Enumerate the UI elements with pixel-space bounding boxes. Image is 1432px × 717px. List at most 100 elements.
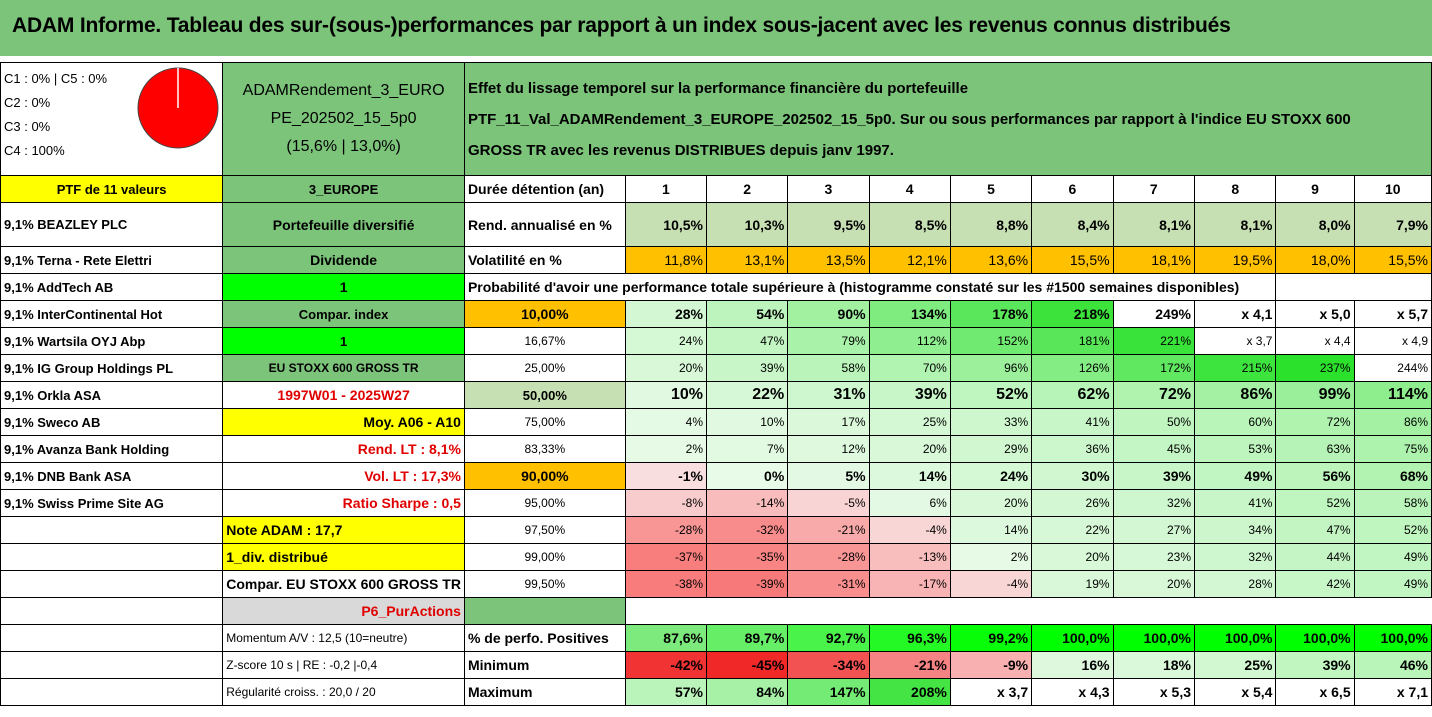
portfolio-id-line: (15,6% | 13,0%)	[286, 138, 401, 155]
empty-cell	[625, 598, 1431, 625]
table-row: Note ADAM : 17,7 97,50% -28% -32% -21% -4% 14%…	[0, 516, 1432, 544]
probability-value: 2%	[949, 543, 1033, 571]
probability-value: -1%	[624, 462, 708, 490]
rend-value: 8,0%	[1275, 202, 1355, 247]
holding-item: 9,1% AddTech AB	[0, 273, 224, 301]
rend-value: 7,9%	[1353, 202, 1432, 247]
probability-value: 181%	[1031, 327, 1114, 355]
portfolio-id-line: ADAMRendement_3_EURO	[242, 82, 445, 99]
probability-value: -8%	[624, 489, 708, 517]
probability-value: 19%	[1031, 570, 1114, 598]
probability-value: 28%	[624, 300, 708, 328]
probability-value: 47%	[705, 327, 789, 355]
probability-value: 17%	[787, 408, 870, 436]
vol-value: 15,5%	[1353, 246, 1432, 274]
table-row: Z-score 10 s | RE : -0,2 |-0,4 Minimum -42…	[0, 651, 1432, 679]
table-row: Momentum A/V : 12,5 (10=neutre)% de perf…	[0, 624, 1432, 652]
probability-value: 39%	[1112, 462, 1196, 490]
probability-value: 53%	[1193, 435, 1277, 463]
description-line: Effet du lissage temporel sur la perform…	[467, 79, 969, 97]
long-term-vol: Vol. LT : 17,3%	[222, 462, 465, 490]
probability-value: 44%	[1275, 543, 1355, 571]
probability-value: 47%	[1275, 516, 1355, 544]
vol-value: 15,5%	[1031, 246, 1114, 274]
ptf-label: PTF de 11 valeurs	[0, 175, 224, 203]
probability-value: 32%	[1112, 489, 1196, 517]
probability-value: 49%	[1353, 543, 1432, 571]
probability-value: 4%	[624, 408, 708, 436]
probability-value: x 5,7	[1353, 300, 1432, 328]
probability-value: 49%	[1353, 570, 1432, 598]
report-header: ADAM Informe. Tableau des sur-(sous-)per…	[0, 0, 1432, 58]
header-gap	[0, 56, 1432, 62]
probability-value: 114%	[1353, 381, 1432, 409]
long-term-return: Rend. LT : 8,1%	[222, 435, 465, 463]
table-row: 9,1% IG Group Holdings PL EU STOXX 600 GR…	[0, 354, 1432, 382]
probability-value: -4%	[949, 570, 1033, 598]
probability-value: x 5,0	[1275, 300, 1355, 328]
probability-value: 2%	[624, 435, 708, 463]
probability-value: x 4,4	[1275, 327, 1355, 355]
probability-value: -21%	[787, 516, 870, 544]
class-line: C3 : 0%	[4, 119, 51, 134]
probability-value: 24%	[624, 327, 708, 355]
duration-year: 9	[1275, 175, 1355, 203]
probability-value: -37%	[624, 543, 708, 571]
strategy-label: Portefeuille diversifié	[222, 202, 465, 247]
probability-value: 24%	[949, 462, 1033, 490]
holding-item: 9,1% Wartsila OYJ Abp	[0, 327, 224, 355]
rend-value: 8,1%	[1112, 202, 1196, 247]
sharpe-ratio: Ratio Sharpe : 0,5	[222, 489, 465, 517]
table-row: 9,1% Swiss Prime Site AG Ratio Sharpe : 0…	[0, 489, 1432, 517]
report-title: ADAM Informe. Tableau des sur-(sous-)per…	[12, 14, 1231, 37]
probability-value: 249%	[1112, 300, 1196, 328]
duration-year: 1	[624, 175, 708, 203]
vol-value: 13,6%	[949, 246, 1033, 274]
duration-year: 8	[1193, 175, 1277, 203]
rend-value: 10,5%	[624, 202, 708, 247]
probability-value: 58%	[1353, 489, 1432, 517]
probability-value: 29%	[949, 435, 1033, 463]
table-row: Compar. EU STOXX 600 GROSS TR 99,50% -38% -…	[0, 570, 1432, 598]
vol-value: 13,5%	[787, 246, 870, 274]
probability-value: 52%	[1353, 516, 1432, 544]
duration-year: 3	[787, 175, 870, 203]
probability-value: 63%	[1275, 435, 1355, 463]
description: Effet du lissage temporel sur la perform…	[463, 62, 1432, 176]
rend-value: 9,5%	[787, 202, 870, 247]
prob-title: Probabilité d'avoir une performance tota…	[463, 273, 1277, 301]
probability-level: 99,00%	[463, 543, 626, 571]
probability-value: 45%	[1112, 435, 1196, 463]
max-value: 84%	[705, 678, 789, 706]
positive-value: 99,2%	[949, 624, 1033, 652]
probability-value: 31%	[787, 381, 870, 409]
probability-value: -13%	[868, 543, 951, 571]
probability-level: 75,00%	[463, 408, 626, 436]
vol-value: 12,1%	[868, 246, 951, 274]
positive-value: 89,7%	[705, 624, 789, 652]
table-row: C1 : 0% | C5 : 0% C2 : 0% C3 : 0% C4 : 100%…	[0, 62, 1432, 176]
probability-value: 244%	[1353, 354, 1432, 382]
adam-score: Note ADAM : 17,7	[222, 516, 465, 544]
max-value: x 6,5	[1275, 678, 1355, 706]
holding-item: 9,1% BEAZLEY PLC	[0, 202, 224, 247]
holding-item: 9,1% IG Group Holdings PL	[0, 354, 224, 382]
probability-value: 0%	[705, 462, 789, 490]
probability-value: 215%	[1193, 354, 1277, 382]
min-label: Minimum	[463, 651, 626, 679]
max-label: Maximum	[463, 678, 626, 706]
table-row: 9,1% DNB Bank ASA Vol. LT : 17,3% 90,00% -1…	[0, 462, 1432, 490]
dividend-flag: 1	[222, 273, 465, 301]
probability-value: 72%	[1112, 381, 1196, 409]
probability-value: 152%	[949, 327, 1033, 355]
empty-cell	[463, 597, 626, 625]
table-row: 9,1% AddTech AB 1 Probabilité d'avoir une …	[0, 273, 1432, 301]
class-pie-chart	[137, 67, 219, 149]
rend-label: Rend. annualisé en %	[463, 202, 626, 247]
probability-value: 99%	[1275, 381, 1355, 409]
probability-value: 27%	[1112, 516, 1196, 544]
probability-level: 90,00%	[463, 462, 626, 490]
holding-item: 9,1% Avanza Bank Holding	[0, 435, 224, 463]
holding-item: 9,1% Terna - Rete Elettri	[0, 246, 224, 274]
max-value: 57%	[624, 678, 708, 706]
